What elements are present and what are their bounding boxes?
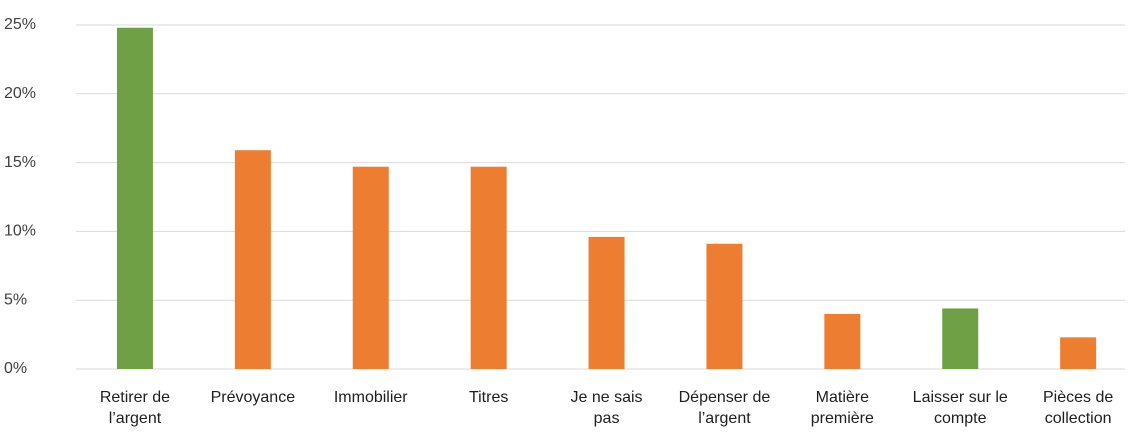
y-tick-label: 25%	[4, 16, 36, 33]
x-tick-label: Dépenser de l’argent	[678, 389, 771, 427]
x-tick-label: Titres	[468, 389, 509, 406]
x-tick-label: Retirer de l’argent	[99, 389, 171, 427]
y-tick-label: 15%	[4, 154, 36, 171]
y-tick-label: 20%	[4, 85, 36, 102]
x-tick-label: Immobilier	[333, 389, 408, 406]
y-tick-label: 5%	[4, 291, 27, 308]
bar	[1060, 337, 1097, 369]
x-tick-label: Je ne sais pas	[570, 389, 643, 427]
bar	[706, 243, 743, 369]
bar	[116, 27, 153, 369]
x-tick-label: Laisser sur le compte	[912, 389, 1008, 427]
x-tick-label: Prévoyance	[210, 389, 296, 406]
bar	[824, 313, 861, 369]
bar	[470, 166, 507, 369]
bar	[588, 236, 625, 369]
bar	[234, 150, 271, 369]
y-tick-label: 0%	[4, 360, 27, 377]
bar	[942, 308, 979, 369]
x-tick-label: Pièces de collection	[1043, 389, 1114, 427]
bar	[352, 166, 389, 369]
x-tick-label: Matière première	[810, 389, 874, 427]
y-tick-label: 10%	[4, 223, 36, 240]
